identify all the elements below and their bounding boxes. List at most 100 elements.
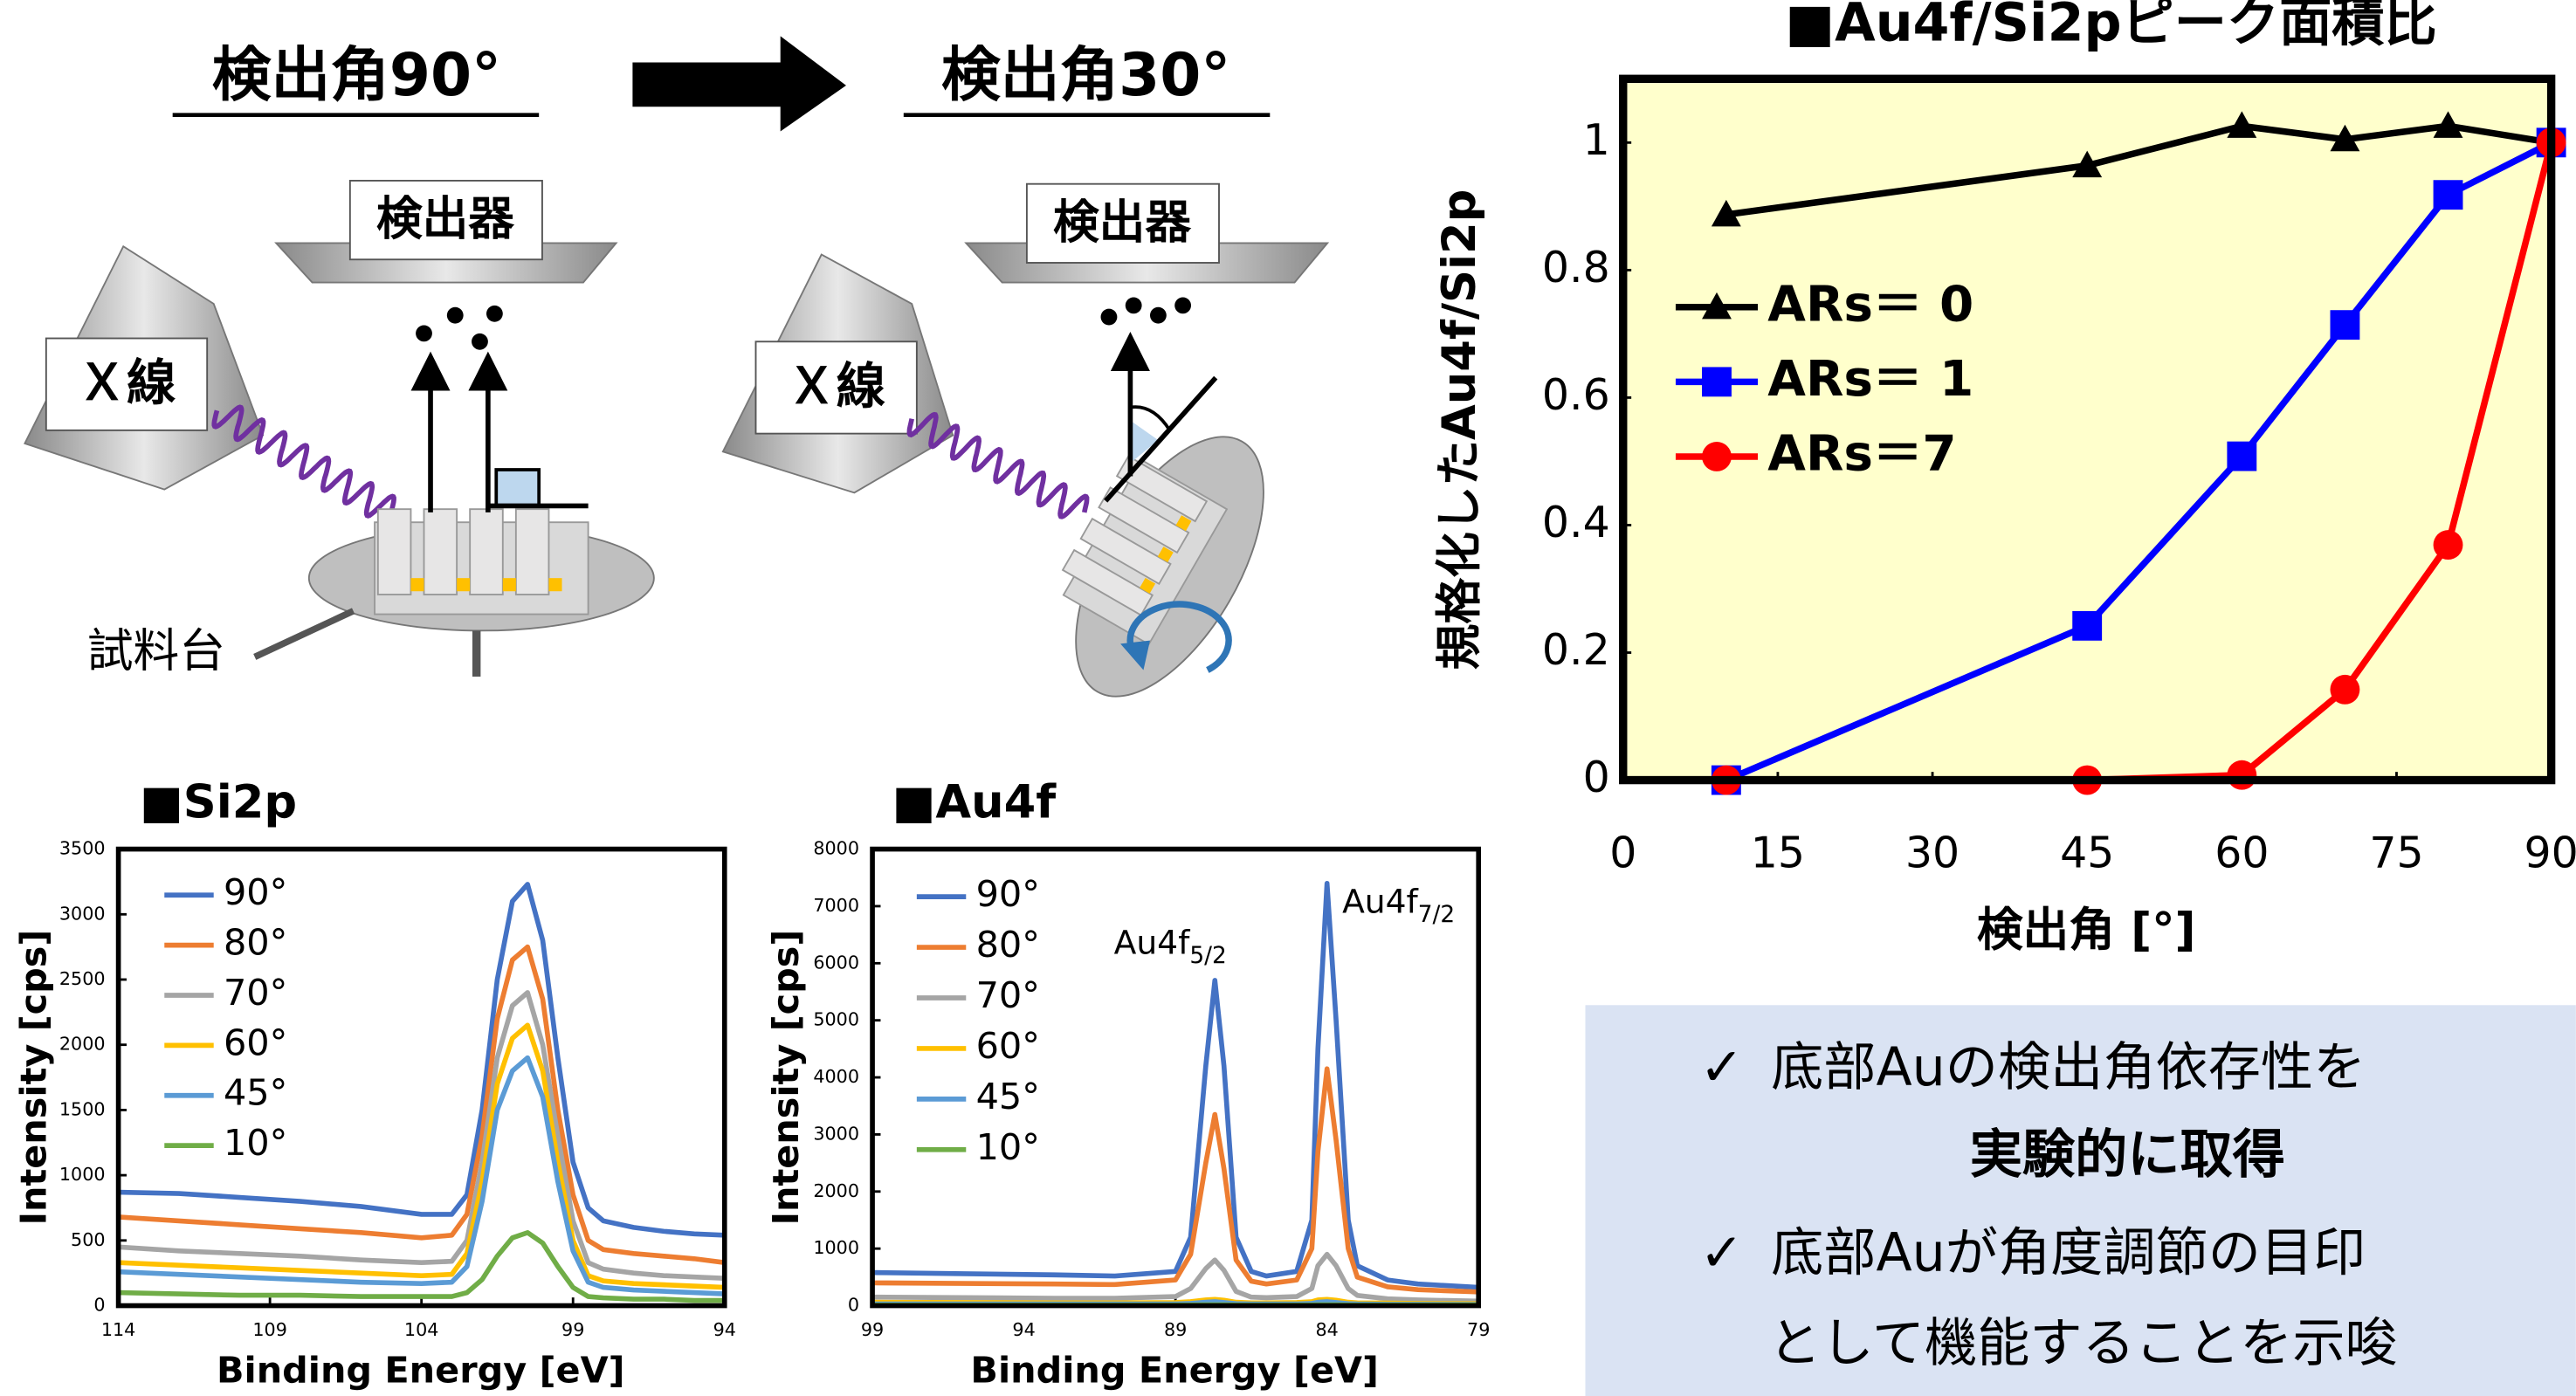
y-tick-label: 1 — [1583, 115, 1610, 165]
marker — [2331, 310, 2360, 340]
y-tick-label: 0 — [1583, 753, 1610, 802]
right-title: 検出角30° — [941, 40, 1230, 109]
marker — [2227, 442, 2256, 471]
chart-title: ■Si2p — [140, 775, 297, 829]
legend-label: 10° — [976, 1126, 1040, 1168]
y-tick-label: 0.4 — [1542, 498, 1610, 547]
x-tick-label: 90 — [2524, 829, 2576, 878]
legend-label: 80° — [976, 924, 1040, 966]
y-tick-label: 1500 — [59, 1098, 106, 1119]
y-tick-label: 0.8 — [1542, 243, 1610, 292]
y-tick-label: 5000 — [813, 1009, 859, 1030]
x-axis-label: Binding Energy [eV] — [970, 1350, 1379, 1392]
figure: 検出角90° 検出角30° Ｘ線 検出器 試料台 Ｘ線 検出器 ✓ 底部Auの検… — [0, 0, 2576, 1396]
y-tick-label: 0.2 — [1542, 625, 1610, 675]
legend-label: 70° — [976, 974, 1040, 1016]
xray-wave — [909, 415, 1086, 517]
note-line: 底部Auが角度調節の目印 — [1771, 1223, 2366, 1284]
y-tick-label: 6000 — [813, 952, 859, 973]
legend-label: 70° — [224, 972, 287, 1014]
y-tick-label: 500 — [71, 1229, 106, 1250]
x-tick-label: 104 — [404, 1319, 439, 1340]
legend-label: ARs＝ 0 — [1767, 276, 1973, 333]
marker — [2434, 180, 2463, 210]
check: ✓ — [1699, 1223, 1743, 1284]
x-tick-label: 94 — [713, 1319, 736, 1340]
y-tick-label: 8000 — [813, 838, 859, 859]
arrow — [632, 36, 846, 131]
stage-label: 試料台 — [87, 624, 225, 677]
y-tick-label: 2500 — [59, 968, 106, 989]
x-tick-label: 30 — [1905, 829, 1960, 878]
x-axis-label: 検出角 [°] — [1977, 904, 2196, 957]
legend-label: 80° — [224, 922, 287, 964]
legend-label: 45° — [224, 1072, 287, 1114]
legend-label: ARs＝7 — [1767, 426, 1956, 483]
x-tick-label: 0 — [1609, 829, 1636, 878]
x-tick-label: 109 — [252, 1319, 287, 1340]
detector-label: 検出器 — [1053, 196, 1191, 249]
xray-label: Ｘ線 — [787, 358, 885, 415]
x-tick-label: 60 — [2214, 829, 2269, 878]
xray-label: Ｘ線 — [78, 355, 176, 412]
y-tick-label: 7000 — [813, 895, 859, 916]
x-tick-label: 75 — [2369, 829, 2423, 878]
y-tick-label: 3500 — [59, 838, 106, 859]
annotation-text: Au4f — [1114, 923, 1190, 961]
x-tick-label: 79 — [1467, 1319, 1490, 1340]
y-tick-label: 0 — [93, 1295, 105, 1316]
y-tick-label: 0.6 — [1542, 370, 1610, 420]
left-title: 検出角90° — [212, 40, 501, 109]
y-tick-label: 3000 — [59, 903, 106, 924]
y-tick-label: 3000 — [813, 1123, 859, 1144]
plot-area — [1623, 79, 2552, 780]
note-line: として機能することを示唆 — [1768, 1313, 2397, 1374]
y-tick-label: 1000 — [59, 1164, 106, 1185]
leader — [255, 611, 354, 657]
annotation-text: Au4f — [1342, 882, 1418, 920]
x-tick-label: 114 — [101, 1319, 136, 1340]
chart-title: ■Au4f/Si2pピーク面積比 — [1785, 0, 2436, 54]
y-axis-label: 規格化したAu4f/Si2p — [1433, 189, 1486, 670]
legend-label: 45° — [976, 1076, 1040, 1117]
x-tick-label: 15 — [1751, 829, 1805, 878]
marker — [2072, 611, 2102, 641]
note-line: 実験的に取得 — [1970, 1124, 2285, 1186]
annotation-sub: 7/2 — [1418, 901, 1455, 927]
x-tick-label: 94 — [1012, 1319, 1035, 1340]
legend-label: 90° — [976, 873, 1040, 915]
check: ✓ — [1699, 1037, 1743, 1098]
chart-title: ■Au4f — [892, 775, 1057, 829]
marker — [2434, 530, 2463, 560]
legend-marker — [1702, 367, 1732, 396]
y-tick-label: 2000 — [59, 1034, 106, 1055]
legend-label: 60° — [224, 1021, 287, 1063]
x-tick-label: 84 — [1316, 1319, 1339, 1340]
legend-label: 10° — [224, 1122, 287, 1164]
x-tick-label: 89 — [1164, 1319, 1187, 1340]
legend-label: ARs＝ 1 — [1767, 351, 1973, 408]
electrons — [416, 306, 503, 350]
y-axis-label: Intensity [cps] — [765, 930, 807, 1226]
marker — [2227, 760, 2256, 790]
y-tick-label: 1000 — [813, 1237, 859, 1258]
right-angle — [496, 470, 539, 505]
legend-label: 60° — [976, 1025, 1040, 1067]
x-tick-label: 99 — [561, 1319, 584, 1340]
x-tick-label: 99 — [861, 1319, 884, 1340]
note-line: 底部Auの検出角依存性を — [1771, 1037, 2366, 1098]
annotation-sub: 5/2 — [1189, 942, 1226, 968]
x-tick-label: 45 — [2060, 829, 2114, 878]
page: {"diagram": {"left_title": "検出角90°", "ri… — [0, 0, 2576, 1396]
legend-marker — [1702, 442, 1732, 471]
legend-label: 90° — [224, 871, 287, 913]
y-axis-label: Intensity [cps] — [13, 930, 55, 1226]
marker — [2331, 675, 2360, 705]
detector-label: 検出器 — [376, 193, 514, 246]
y-tick-label: 0 — [848, 1295, 859, 1316]
y-tick-label: 4000 — [813, 1066, 859, 1087]
y-tick-label: 2000 — [813, 1180, 859, 1201]
x-axis-label: Binding Energy [eV] — [217, 1350, 625, 1392]
xray-wave — [214, 407, 394, 516]
electrons — [1101, 297, 1191, 325]
